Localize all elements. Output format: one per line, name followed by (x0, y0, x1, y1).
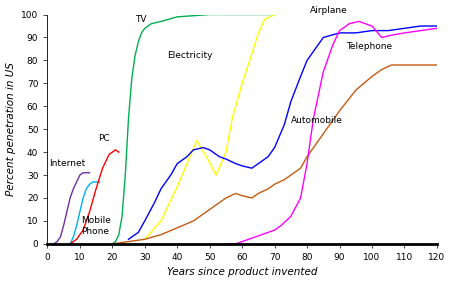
Text: Airplane: Airplane (310, 6, 348, 14)
X-axis label: Years since product invented: Years since product invented (167, 267, 318, 277)
Text: Automobile: Automobile (291, 116, 343, 125)
Y-axis label: Percent penetration in US: Percent penetration in US (5, 62, 15, 196)
Text: Internet: Internet (49, 159, 85, 168)
Text: PC: PC (98, 134, 109, 143)
Text: Mobile
Phone: Mobile Phone (82, 216, 111, 236)
Text: Telephone: Telephone (346, 42, 392, 51)
Text: Electricity: Electricity (167, 52, 213, 60)
Text: TV: TV (135, 15, 147, 24)
